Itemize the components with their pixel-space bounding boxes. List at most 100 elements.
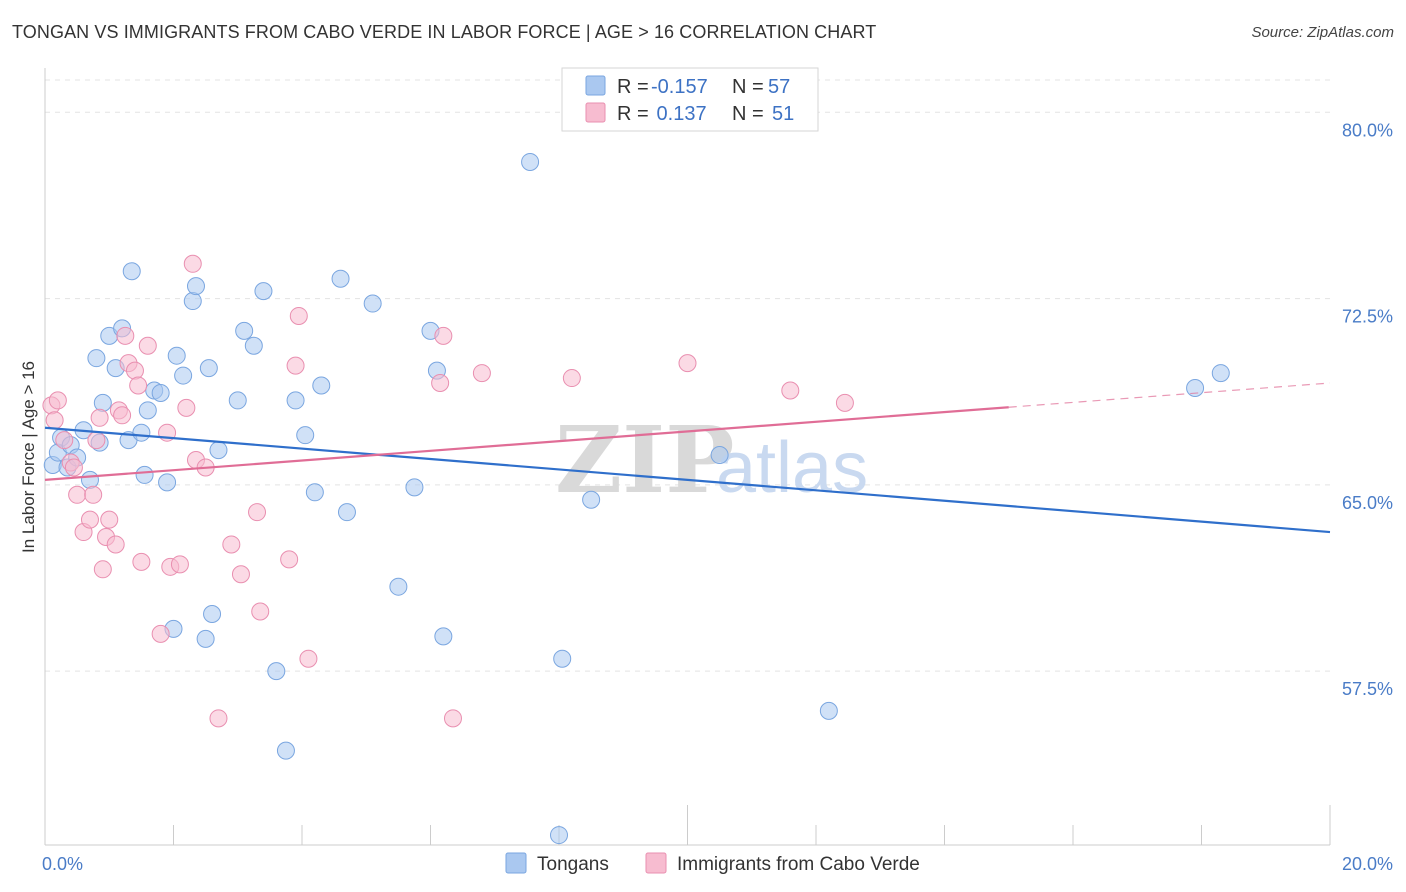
point-cabo-verde (132, 552, 151, 571)
legend-r-label-cabo-verde: R = (617, 103, 649, 125)
x-tick-label: 0.0% (42, 854, 83, 874)
point-tongans (186, 277, 205, 296)
point-cabo-verde (280, 550, 299, 569)
x-tick-labels: 0.0% 20.0% (42, 854, 1393, 874)
point-tongans (174, 366, 193, 385)
legend-n-label-cabo-verde: N = (732, 103, 764, 125)
point-cabo-verde (45, 411, 64, 430)
point-tongans (296, 426, 315, 445)
point-tongans (1186, 378, 1205, 397)
trend-lines (44, 382, 1331, 534)
point-cabo-verde (151, 624, 170, 643)
point-cabo-verde (177, 398, 196, 417)
trend-line-cabo-verde (44, 406, 1009, 481)
bottom-legend-label-tongans: Tongans (537, 854, 609, 875)
point-cabo-verde (434, 326, 453, 345)
point-tongans (151, 383, 170, 402)
point-cabo-verde (80, 510, 99, 529)
point-tongans (710, 446, 729, 465)
trend-line-cabo-verde-extension (1008, 382, 1331, 408)
point-tongans (87, 349, 106, 368)
y-tick-labels: 57.5% 65.0% 72.5% 80.0% (1342, 120, 1393, 699)
point-tongans (434, 627, 453, 646)
point-tongans (389, 577, 408, 596)
point-cabo-verde (678, 354, 697, 373)
point-cabo-verde (87, 431, 106, 450)
point-cabo-verde (55, 431, 74, 450)
point-tongans (209, 441, 228, 460)
point-tongans (244, 336, 263, 355)
point-tongans (228, 391, 247, 410)
point-tongans (254, 282, 273, 301)
x-tick-label: 20.0% (1342, 854, 1393, 874)
trend-line-tongans (44, 426, 1331, 534)
point-cabo-verde (84, 485, 103, 504)
y-tick-label: 80.0% (1342, 120, 1393, 140)
point-tongans (276, 741, 295, 760)
legend-r-value-tongans: -0.157 (651, 76, 708, 98)
chart-title: TONGAN VS IMMIGRANTS FROM CABO VERDE IN … (12, 22, 877, 42)
legend-r-value-cabo-verde: 0.137 (651, 103, 707, 125)
watermark-zip: ZIP (555, 406, 734, 514)
legend-swatch-cabo-verde (585, 102, 606, 123)
point-tongans (405, 478, 424, 497)
point-tongans (553, 649, 572, 668)
watermark-atlas: atlas (716, 428, 868, 508)
legend-r-label-tongans: R = (617, 76, 649, 98)
point-tongans (312, 376, 331, 395)
point-tongans (80, 470, 99, 489)
point-tongans (196, 629, 215, 648)
point-cabo-verde (222, 535, 241, 554)
bottom-legend-swatch-tongans (505, 852, 527, 874)
point-tongans (331, 269, 350, 288)
point-tongans (122, 262, 141, 281)
point-tongans (183, 292, 202, 311)
point-cabo-verde (472, 364, 491, 383)
point-cabo-verde (170, 555, 189, 574)
point-cabo-verde (231, 565, 250, 584)
legend-n-value-tongans: 57 (768, 76, 790, 98)
bottom-legend: Tongans Immigrants from Cabo Verde (505, 852, 920, 875)
point-tongans (363, 294, 382, 313)
y-tick-label: 57.5% (1342, 679, 1393, 699)
point-cabo-verde (113, 406, 132, 425)
point-cabo-verde (64, 458, 83, 477)
point-cabo-verde (138, 336, 157, 355)
point-cabo-verde (116, 326, 135, 345)
legend-box: R = -0.157 N = 57 R = 0.137 N = 51 (561, 67, 819, 132)
point-cabo-verde (443, 709, 462, 728)
legend-n-value-cabo-verde: 51 (772, 103, 794, 125)
source-credit: Source: ZipAtlas.com (1251, 24, 1394, 41)
point-tongans (267, 662, 286, 681)
legend-swatch-tongans (585, 75, 606, 96)
point-cabo-verde (286, 356, 305, 375)
point-cabo-verde (431, 374, 450, 393)
point-cabo-verde (125, 361, 144, 380)
point-tongans (582, 490, 601, 509)
legend-n-label-tongans: N = (732, 76, 764, 98)
y-tick-label: 72.5% (1342, 307, 1393, 327)
point-tongans (286, 391, 305, 410)
y-tick-label: 65.0% (1342, 493, 1393, 513)
data-points (42, 152, 1230, 845)
point-cabo-verde (289, 306, 308, 325)
point-cabo-verde (835, 393, 854, 412)
point-tongans (550, 826, 568, 845)
point-tongans (135, 465, 154, 484)
point-tongans (138, 401, 157, 420)
point-cabo-verde (781, 381, 800, 400)
point-tongans (235, 321, 254, 340)
point-cabo-verde (248, 503, 267, 522)
point-tongans (337, 503, 356, 522)
point-cabo-verde (93, 560, 112, 579)
bottom-legend-swatch-cabo-verde (645, 852, 667, 874)
point-tongans (167, 346, 186, 365)
y-axis-label: In Labor Force | Age > 16 (19, 361, 38, 553)
point-cabo-verde (106, 535, 125, 554)
point-cabo-verde (100, 510, 119, 529)
bottom-legend-label-cabo-verde: Immigrants from Cabo Verde (677, 854, 920, 875)
point-cabo-verde (183, 254, 202, 273)
point-tongans (521, 152, 540, 171)
point-cabo-verde (129, 376, 148, 395)
point-tongans (132, 423, 151, 442)
